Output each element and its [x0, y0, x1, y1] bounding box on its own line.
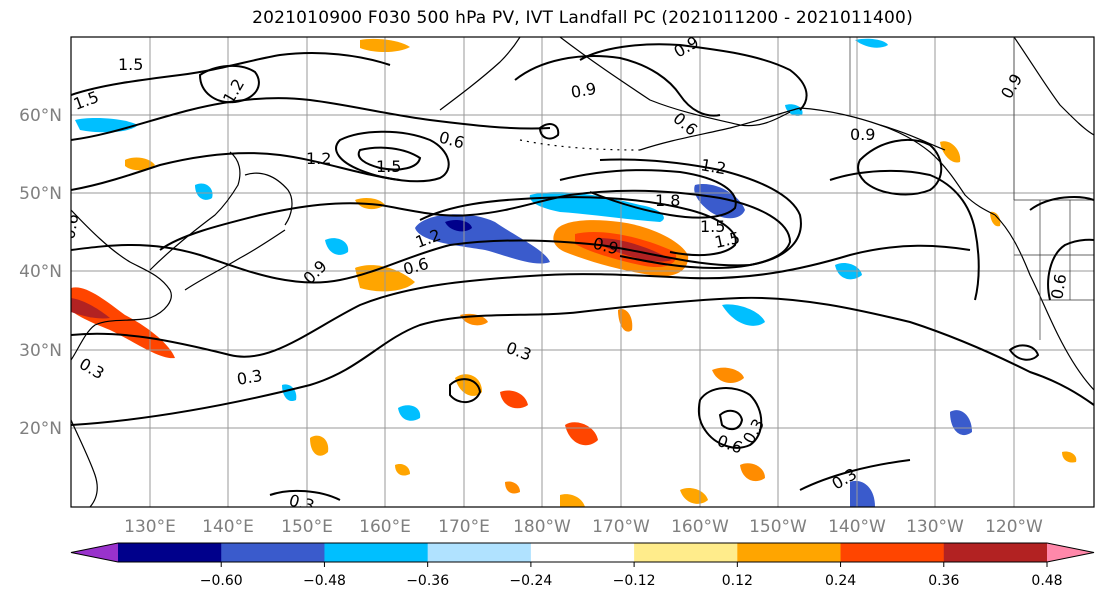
lat-label: 50°N — [19, 184, 62, 204]
contour-label: 1.8 — [655, 191, 680, 210]
contour-label: 1.2 — [699, 155, 727, 178]
colorbar: −0.60 −0.48 −0.36 −0.24 −0.12 0.12 0.24 0.36 0.4… — [70, 542, 1095, 589]
colorbar-segment — [634, 543, 738, 562]
contour-label: 1.5 — [376, 157, 401, 176]
lat-label: 20°N — [19, 419, 62, 439]
negative-anomaly-small — [950, 410, 972, 436]
lon-label: 130°W — [906, 517, 964, 537]
lon-label: 150°E — [281, 517, 333, 537]
colorbar-tick-label: −0.24 — [509, 573, 552, 589]
colorbar-segment — [324, 543, 429, 562]
contour-label: 1.2 — [306, 149, 331, 168]
colorbar-tick-label: −0.48 — [303, 573, 346, 589]
lat-label: 40°N — [19, 262, 62, 282]
map-panel: 1.5 1.5 1.2 1.2 1.5 0.6 1.2 1.8 1.5 1.5 … — [59, 37, 1094, 516]
lon-label: 160°W — [671, 517, 729, 537]
positive-anomaly-small — [680, 488, 708, 504]
colorbar-segment — [530, 543, 635, 562]
colorbar-segment — [840, 543, 945, 562]
contour-label: 0.3 — [287, 491, 317, 516]
colorbar-tick-label: −0.60 — [200, 573, 243, 589]
colorbar-segment — [737, 543, 842, 562]
negative-anomaly-small — [325, 238, 349, 255]
lon-label: 170°W — [592, 517, 650, 537]
positive-anomaly-small — [310, 435, 329, 456]
positive-anomaly-max — [598, 238, 672, 262]
coastlines — [71, 37, 1094, 507]
positive-anomaly-japan — [71, 287, 175, 359]
negative-anomaly-edge — [529, 192, 664, 222]
lon-label: 160°E — [359, 517, 411, 537]
contour-label: 0.3 — [235, 366, 263, 389]
contour-label: 0.6 — [59, 212, 82, 240]
contour-label: 1.5 — [118, 55, 143, 74]
positive-anomaly-small — [505, 481, 520, 494]
colorbar-segment — [221, 543, 325, 562]
lon-label: 120°W — [985, 517, 1043, 537]
political-borders — [849, 37, 1094, 340]
colorbar-extend-max — [1047, 543, 1094, 562]
longitude-labels: 130°E 140°E 150°E 160°E 170°E 180°W 170°… — [124, 517, 1043, 537]
negative-anomaly-small — [850, 480, 875, 507]
positive-anomaly-small — [618, 309, 633, 332]
lon-label: 140°W — [828, 517, 886, 537]
colorbar-outline — [70, 542, 1095, 563]
colorbar-segment — [118, 543, 222, 562]
colorbar-tick-label: 0.48 — [1031, 573, 1062, 589]
latitude-labels: 60°N 50°N 40°N 30°N 20°N — [19, 106, 62, 439]
colorbar-tick-label: 0.24 — [825, 573, 856, 589]
chart-title: 2021010900 F030 500 hPa PV, IVT Landfall… — [252, 8, 913, 28]
colorbar-tick-label: 0.12 — [722, 573, 753, 589]
colorbar-tick-label: −0.36 — [406, 573, 449, 589]
negative-anomaly-small — [195, 183, 213, 200]
colorbar-tick-label: −0.12 — [613, 573, 656, 589]
map-frame — [70, 36, 1095, 508]
lon-label: 130°E — [124, 517, 176, 537]
positive-anomaly-small — [712, 367, 744, 383]
positive-anomaly-japan-core — [71, 298, 110, 319]
contour-label: 0.9 — [569, 79, 597, 102]
colorbar-extend-min — [71, 543, 118, 562]
negative-anomaly-small — [398, 405, 421, 421]
colorbar-tick-label: 0.36 — [928, 573, 959, 589]
lon-label: 150°W — [749, 517, 807, 537]
positive-anomaly-small — [560, 494, 585, 507]
negative-anomaly-small — [855, 38, 888, 48]
positive-anomaly-small — [940, 141, 961, 163]
colorbar-segment — [943, 543, 1048, 562]
positive-anomaly-small — [1062, 451, 1077, 463]
lat-label: 30°N — [19, 341, 62, 361]
contour-label: 1.5 — [700, 217, 725, 236]
contour-label: 0.6 — [1047, 272, 1070, 300]
lon-label: 180°W — [513, 517, 571, 537]
negative-anomaly-small — [722, 304, 765, 326]
positive-anomaly-small — [500, 390, 528, 409]
colorbar-segment — [427, 543, 532, 562]
positive-anomaly-small — [740, 463, 765, 482]
positive-anomaly-small — [395, 464, 410, 476]
contour-label: 1.5 — [713, 228, 742, 252]
lat-label: 60°N — [19, 106, 62, 126]
negative-anomaly-core — [445, 220, 472, 232]
contour-label: 0.9 — [850, 125, 875, 144]
positive-anomaly-small — [125, 157, 155, 171]
lon-label: 170°E — [438, 517, 490, 537]
pv-contours — [71, 43, 1094, 501]
positive-anomaly-small — [990, 211, 1001, 227]
lon-label: 140°E — [202, 517, 254, 537]
